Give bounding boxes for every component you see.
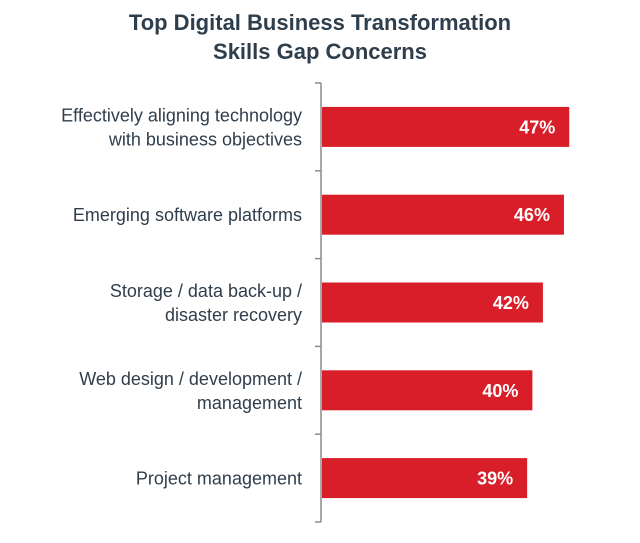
bar-4 bbox=[322, 370, 533, 411]
data-label-2: 46% bbox=[514, 205, 550, 225]
bar-5 bbox=[322, 458, 528, 499]
category-label-line: Emerging software platforms bbox=[73, 205, 302, 225]
bar-1 bbox=[322, 106, 570, 147]
category-label-line: Web design / development / bbox=[79, 369, 302, 389]
category-label-line: with business objectives bbox=[108, 129, 302, 149]
data-label-3: 42% bbox=[493, 293, 529, 313]
chart-title: Top Digital Business Transformation Skil… bbox=[0, 8, 640, 66]
data-label-4: 40% bbox=[482, 381, 518, 401]
data-label-5: 39% bbox=[477, 469, 513, 489]
category-label-2: Emerging software platforms bbox=[73, 205, 302, 225]
chart-title-line-1: Top Digital Business Transformation bbox=[128, 10, 512, 35]
category-label-line: disaster recovery bbox=[165, 305, 302, 325]
category-label-5: Project management bbox=[136, 469, 302, 489]
chart-title-line-2: Skills Gap Concerns bbox=[213, 39, 427, 64]
category-label-4: Web design / development / management bbox=[79, 369, 302, 413]
category-label-line: Storage / data back-up / bbox=[110, 281, 302, 301]
category-label-line: management bbox=[197, 393, 302, 413]
category-label-3: Storage / data back-up / disaster recover… bbox=[110, 281, 302, 325]
category-label-line: Project management bbox=[136, 469, 302, 489]
data-label-1: 47% bbox=[519, 117, 555, 137]
bar-2 bbox=[322, 194, 564, 235]
category-label-1: Effectively aligning technology with busi… bbox=[61, 105, 302, 149]
category-label-line: Effectively aligning technology bbox=[61, 105, 302, 125]
bar-3 bbox=[322, 282, 543, 323]
